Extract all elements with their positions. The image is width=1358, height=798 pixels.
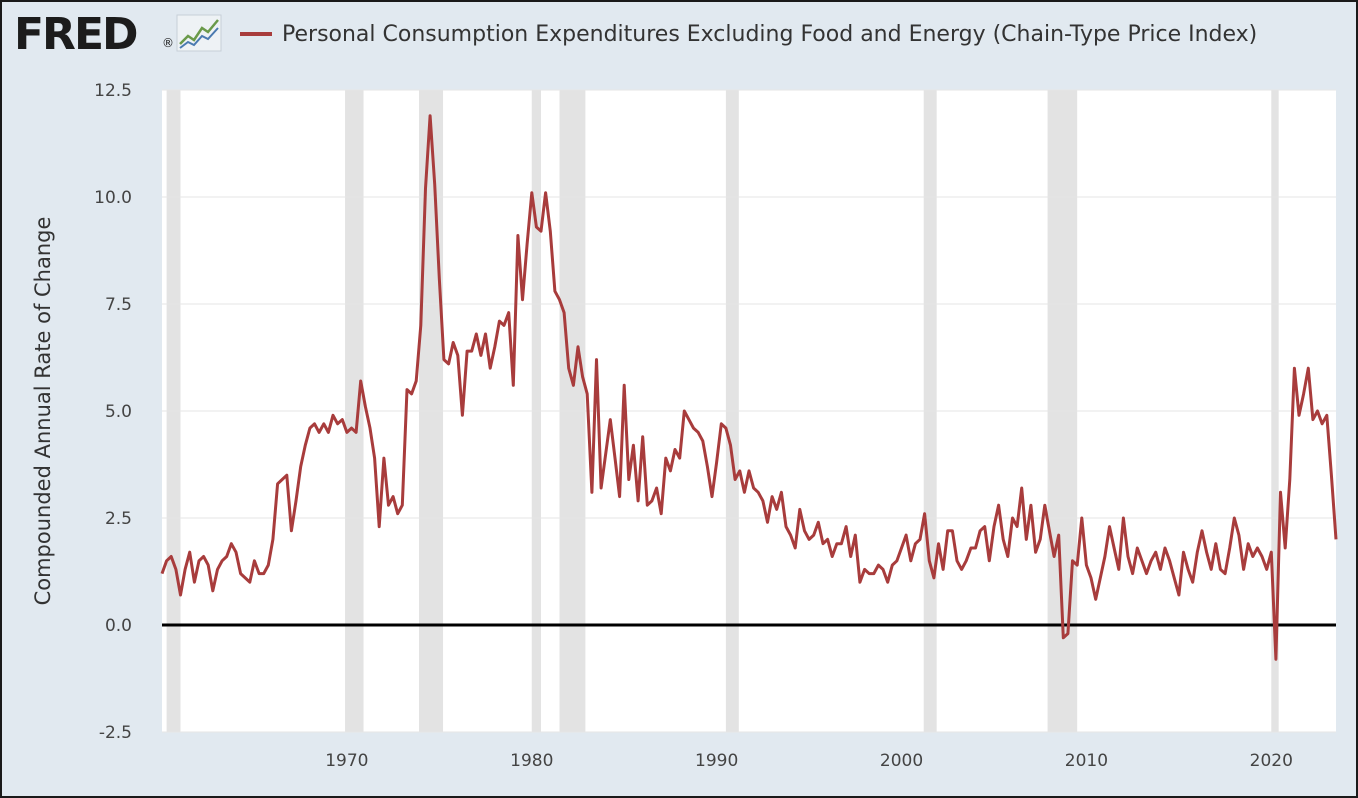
x-tick-label: 1990 <box>695 751 738 771</box>
x-axis-ticks: 1970 1980 1990 2000 2010 2020 <box>325 751 1293 771</box>
y-tick-label: 5.0 <box>105 402 132 422</box>
y-tick-label: 0.0 <box>105 616 132 636</box>
y-tick-label: -2.5 <box>99 723 132 743</box>
y-tick-label: 2.5 <box>105 509 132 529</box>
x-tick-label: 1970 <box>325 751 368 771</box>
legend-label: Personal Consumption Expenditures Exclud… <box>282 21 1258 47</box>
chart-header: FRED ® Personal Consumption Expenditures… <box>14 8 1344 60</box>
x-tick-label: 2020 <box>1250 751 1293 771</box>
y-tick-label: 7.5 <box>105 295 132 315</box>
x-tick-label: 2010 <box>1065 751 1108 771</box>
y-axis-ticks: 12.5 10.0 7.5 5.0 2.5 0.0 -2.5 <box>94 81 132 743</box>
x-tick-label: 2000 <box>880 751 923 771</box>
legend: Personal Consumption Expenditures Exclud… <box>240 16 1257 52</box>
legend-swatch <box>240 32 272 36</box>
line-chart-icon <box>176 14 222 52</box>
x-tick-label: 1980 <box>510 751 553 771</box>
series-line-pce <box>160 114 1338 661</box>
y-tick-label: 12.5 <box>94 81 132 101</box>
y-axis-title: Compounded Annual Rate of Change <box>31 217 55 606</box>
registered-mark: ® <box>162 36 174 50</box>
y-tick-label: 10.0 <box>94 188 132 208</box>
fred-logo[interactable]: FRED <box>14 9 139 60</box>
